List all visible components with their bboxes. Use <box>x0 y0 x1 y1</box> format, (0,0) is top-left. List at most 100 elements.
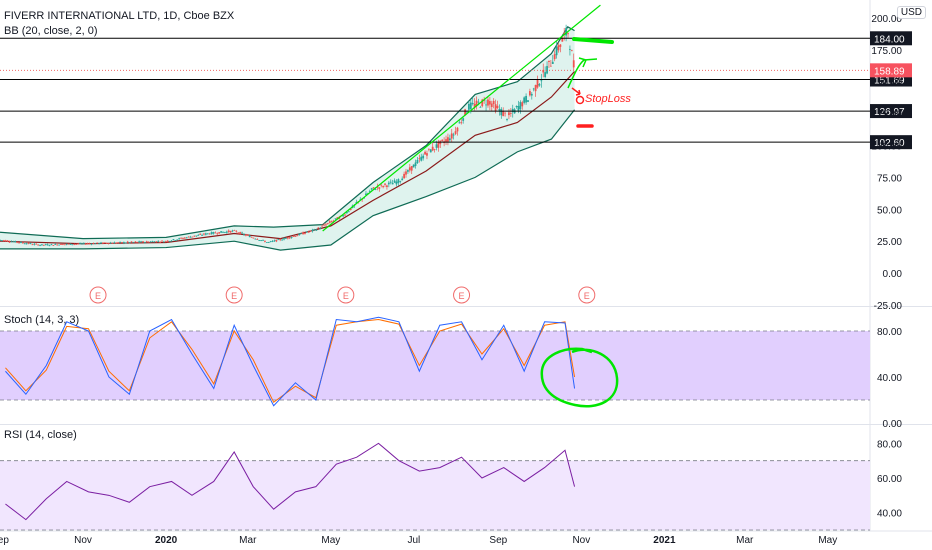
candle-body <box>29 243 32 245</box>
candle-body <box>464 109 466 116</box>
price-level-tag <box>870 135 912 150</box>
candle-body <box>519 102 522 110</box>
candle-body <box>445 139 447 142</box>
candle-body <box>132 242 135 243</box>
candle-body <box>235 231 238 233</box>
candle-body <box>216 233 219 235</box>
candle-body <box>521 102 524 107</box>
candle-body <box>265 242 268 243</box>
time-tick-label: 2021 <box>653 535 676 546</box>
candle-body <box>157 241 160 242</box>
candle-body <box>44 244 47 246</box>
candle-body <box>334 218 337 220</box>
candle-body <box>220 231 223 233</box>
currency-badge[interactable]: USD <box>896 6 926 19</box>
candle-body <box>46 244 49 246</box>
candle-body <box>466 112 468 114</box>
earnings-marker-label: E <box>95 291 101 301</box>
candle-body <box>58 244 60 246</box>
bb-legend: BB (20, close, 2, 0) <box>4 25 98 37</box>
candle-body <box>384 183 386 185</box>
price-level-tag <box>870 31 912 46</box>
time-tick-label: Sep <box>0 535 9 546</box>
candle-body <box>163 241 165 243</box>
earnings-marker <box>337 286 355 304</box>
time-tick-label: Mar <box>239 535 257 546</box>
candle-body <box>469 102 472 110</box>
candle-body <box>227 230 230 232</box>
candle-body <box>204 233 207 235</box>
candle-body <box>498 108 501 111</box>
candle-body <box>437 141 440 148</box>
candle-body <box>344 214 346 216</box>
candle-body <box>79 243 81 244</box>
candle-body <box>222 231 224 233</box>
candle-body <box>502 111 505 117</box>
candle-body <box>54 244 57 245</box>
time-tick-label: Nov <box>74 535 92 546</box>
candle-body <box>418 158 421 160</box>
candle-body <box>4 240 7 242</box>
candle-body <box>174 240 177 241</box>
candle-body <box>407 170 409 172</box>
candle-body <box>393 180 396 183</box>
candle-body <box>509 113 512 114</box>
stoch-k-line <box>5 316 576 407</box>
price-tick-label: 75.00 <box>877 173 902 184</box>
candle-body <box>572 60 575 68</box>
candle-body <box>10 241 13 243</box>
candle-body <box>254 238 257 240</box>
candle-body <box>540 80 543 82</box>
earnings-marker <box>225 286 243 304</box>
candle-body <box>569 49 571 50</box>
stoch-band-fill <box>0 331 870 400</box>
candle-body <box>530 93 533 96</box>
stoch-tick-label: 40.00 <box>877 373 902 384</box>
candle-body <box>155 241 158 243</box>
candle-body <box>416 159 419 163</box>
candle-body <box>98 242 101 244</box>
candle-body <box>382 186 385 188</box>
candle-body <box>23 243 26 245</box>
candle-body <box>105 243 108 244</box>
candle-body <box>248 235 251 238</box>
candle-body <box>151 241 154 243</box>
time-tick-label: Mar <box>736 535 754 546</box>
candle-body <box>458 122 461 124</box>
earnings-marker <box>453 286 471 304</box>
price-level-label: 126.97 <box>874 107 905 118</box>
candle-body <box>12 241 15 243</box>
candle-body <box>153 241 156 243</box>
rsi-tick-label: 60.00 <box>877 474 902 485</box>
candle-body <box>71 244 74 246</box>
candle-body <box>292 236 295 238</box>
candle-body <box>128 242 131 243</box>
candle-body <box>138 241 141 243</box>
candle-body <box>456 127 459 132</box>
candle-body <box>176 239 179 241</box>
candle-body <box>109 242 112 244</box>
candle-body <box>479 106 482 108</box>
candle-body <box>159 241 162 243</box>
rsi-band-fill <box>0 460 870 530</box>
candle-body <box>88 243 91 245</box>
candle-body <box>86 243 89 245</box>
candle-body <box>281 239 284 241</box>
candle-body <box>504 112 507 114</box>
candle-body <box>342 215 344 217</box>
stoploss-label: StopLoss <box>585 93 631 105</box>
candle-body <box>492 100 495 105</box>
trendline-drawing <box>322 4 601 232</box>
earnings-marker <box>578 286 596 304</box>
price-tick-label: 25.00 <box>877 237 902 248</box>
candle-body <box>500 109 503 116</box>
candle-body <box>35 243 38 245</box>
candle-body <box>277 239 280 241</box>
candle-body <box>39 245 41 246</box>
candle-body <box>330 221 333 223</box>
candle-body <box>256 239 259 240</box>
candle-body <box>452 134 455 136</box>
candle-body <box>349 208 352 211</box>
candle-body <box>304 233 306 234</box>
